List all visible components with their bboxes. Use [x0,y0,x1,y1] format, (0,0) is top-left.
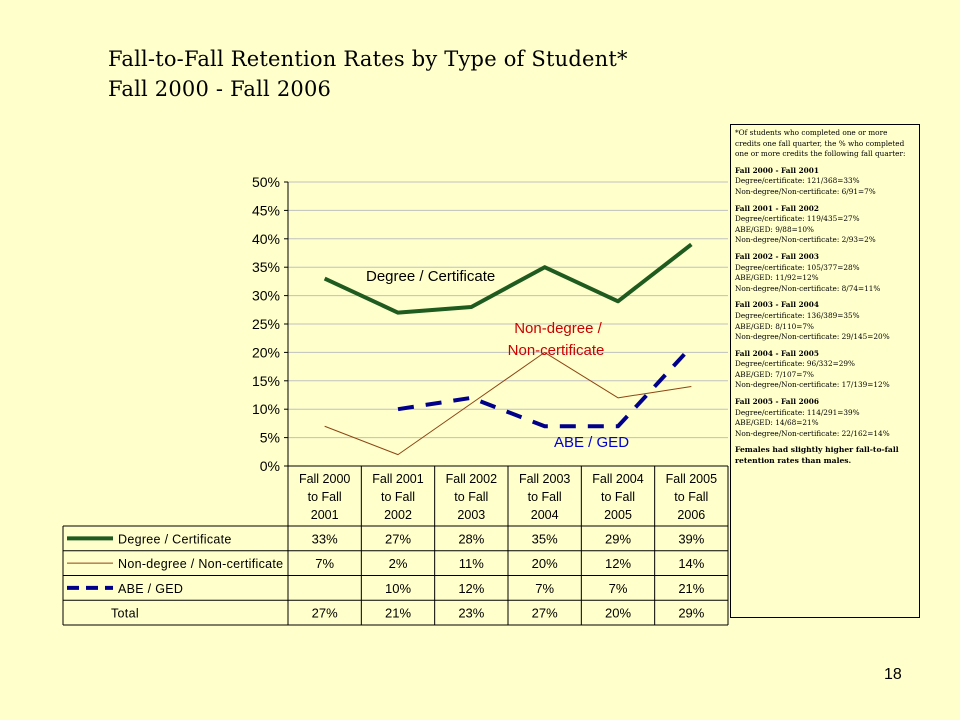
table-cell: 33% [312,531,338,546]
notes-period-line: Degree/certificate: 136/389=35% [735,311,915,322]
x-tick-label: 2006 [677,508,705,522]
y-tick-label: 45% [252,202,280,218]
table-cell: 35% [532,531,558,546]
y-tick-label: 20% [252,344,280,360]
notes-period: Fall 2003 - Fall 2004 Degree/certificate:… [735,300,915,342]
annotation-non-certificate: Non-certificate [508,342,605,359]
x-tick-label: 2001 [311,508,339,522]
table-cell: 2% [389,556,408,571]
notes-period-line: ABE/GED: 8/110=7% [735,322,915,333]
notes-period-title: Fall 2000 - Fall 2001 [735,166,915,177]
annotation-non-degree: Non-degree / [514,320,602,337]
y-tick-label: 25% [252,316,280,332]
table-cell: 20% [532,556,558,571]
notes-period-line: ABE/GED: 7/107=7% [735,370,915,381]
table-cell: 7% [315,556,334,571]
notes-period-title: Fall 2002 - Fall 2003 [735,252,915,263]
annotation-degree: Degree / Certificate [366,268,495,285]
table-cell: 12% [458,581,484,596]
notes-period-title: Fall 2004 - Fall 2005 [735,349,915,360]
notes-period-line: Non-degree/Non-certificate: 8/74=11% [735,284,915,295]
notes-period: Fall 2001 - Fall 2002 Degree/certificate:… [735,204,915,246]
notes-period-line: Non-degree/Non-certificate: 22/162=14% [735,429,915,440]
table-cell: 14% [678,556,704,571]
y-tick-label: 10% [252,401,280,417]
retention-chart: 0% 5% 10% 15% 20% 25% 30% 35% 40% 45% 50% Fall 2000… [0,0,730,640]
table-cell: 12% [605,556,631,571]
table-row-label: Non-degree / Non-certificate [118,557,283,571]
notes-period-line: ABE/GED: 9/88=10% [735,225,915,236]
notes-period: Fall 2000 - Fall 2001 Degree/certificate:… [735,166,915,198]
x-tick-label: 2004 [531,508,559,522]
notes-period-line: Non-degree/Non-certificate: 17/139=12% [735,380,915,391]
notes-footer: Females had slightly higher fall-to-fall… [735,445,915,466]
notes-period-line: Degree/certificate: 121/368=33% [735,176,915,187]
x-tick-label: to Fall [381,490,415,504]
table-cell: 10% [385,581,411,596]
page-number: 18 [884,666,902,684]
table-cell: 39% [678,531,704,546]
table-cell: 20% [605,606,631,621]
table-cell: 21% [385,606,411,621]
table-cell: 7% [609,581,628,596]
notes-period: Fall 2002 - Fall 2003 Degree/certificate:… [735,252,915,294]
notes-box: *Of students who completed one or more c… [730,124,920,618]
notes-period-line: Degree/certificate: 105/377=28% [735,263,915,274]
x-tick-label: to Fall [528,490,562,504]
notes-period: Fall 2005 - Fall 2006 Degree/certificate:… [735,397,915,439]
notes-period: Fall 2004 - Fall 2005 Degree/certificate:… [735,349,915,391]
table-cell: 11% [459,556,484,571]
y-tick-label: 30% [252,288,280,304]
x-tick-label: Fall 2005 [666,472,717,486]
notes-period-line: ABE/GED: 11/92=12% [735,273,915,284]
table-row-label: Total [111,607,139,621]
x-tick-label: to Fall [674,490,708,504]
table-row-label: Degree / Certificate [118,532,232,546]
notes-period-line: Degree/certificate: 96/332=29% [735,359,915,370]
table-cell: 7% [535,581,554,596]
table-cell: 27% [385,531,411,546]
annotation-abe-ged: ABE / GED [554,434,629,451]
notes-period-line: Non-degree/Non-certificate: 2/93=2% [735,235,915,246]
y-tick-label: 40% [252,231,280,247]
x-tick-label: Fall 2004 [592,472,643,486]
x-tick-label: to Fall [601,490,635,504]
notes-intro: *Of students who completed one or more c… [735,128,915,160]
y-tick-label: 35% [252,259,280,275]
x-tick-label: 2003 [457,508,485,522]
table-cell: 29% [605,531,631,546]
notes-period-line: Degree/certificate: 114/291=39% [735,408,915,419]
x-tick-label: to Fall [308,490,342,504]
notes-period-title: Fall 2003 - Fall 2004 [735,300,915,311]
y-tick-label: 0% [260,458,280,474]
notes-period-line: Non-degree/Non-certificate: 6/91=7% [735,187,915,198]
y-tick-label: 15% [252,373,280,389]
table-cell: 27% [312,606,338,621]
table-row-label: ABE / GED [118,582,183,596]
notes-period-line: Degree/certificate: 119/435=27% [735,214,915,225]
notes-period-line: Non-degree/Non-certificate: 29/145=20% [735,332,915,343]
y-tick-label: 5% [260,430,280,446]
table-cell: 27% [532,606,558,621]
y-tick-label: 50% [252,174,280,190]
table-cell: 21% [678,581,704,596]
table-cell: 29% [678,606,704,621]
x-tick-label: Fall 2002 [446,472,497,486]
table-cell: 23% [458,606,484,621]
notes-period-line: ABE/GED: 14/68=21% [735,418,915,429]
x-tick-label: Fall 2003 [519,472,570,486]
x-tick-label: Fall 2000 [299,472,350,486]
x-tick-label: Fall 2001 [372,472,423,486]
table-cell: 28% [458,531,484,546]
x-tick-label: 2002 [384,508,412,522]
notes-periods: Fall 2000 - Fall 2001 Degree/certificate:… [735,166,915,440]
x-tick-label: to Fall [454,490,488,504]
notes-period-title: Fall 2001 - Fall 2002 [735,204,915,215]
x-tick-label: 2005 [604,508,632,522]
notes-period-title: Fall 2005 - Fall 2006 [735,397,915,408]
